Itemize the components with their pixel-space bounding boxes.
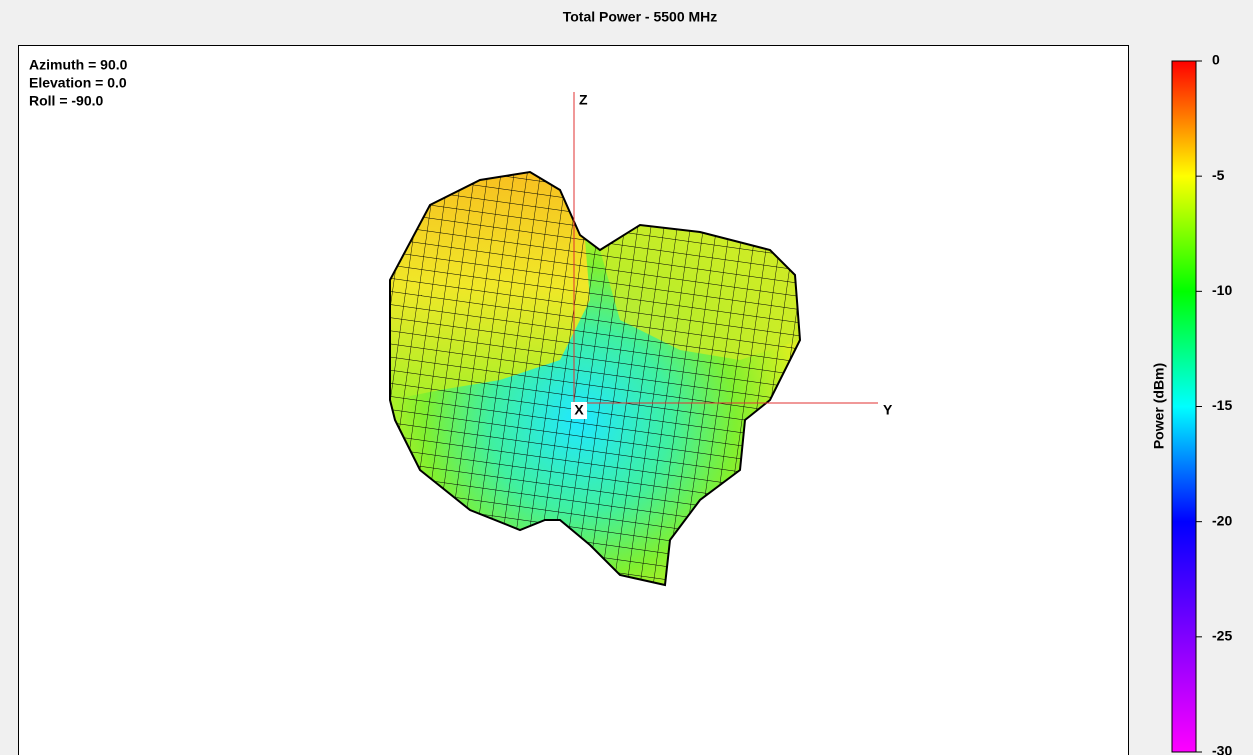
view-label: Elevation = 0.0 <box>29 75 127 91</box>
colorbar-tick-label: -15 <box>1212 397 1232 413</box>
x-axis-label: X <box>574 402 584 418</box>
colorbar-tick-label: -30 <box>1212 743 1232 755</box>
chart: Total Power - 5500 MHz Azimuth = 90.0 Ele… <box>0 0 1253 755</box>
y-axis-label: Y <box>883 402 893 418</box>
view-label: Roll = -90.0 <box>29 93 104 109</box>
z-axis-label: Z <box>579 92 588 108</box>
colorbar-tick-label: -10 <box>1212 282 1232 298</box>
colorbar <box>1172 61 1196 752</box>
colorbar-tick-label: -25 <box>1212 628 1232 644</box>
view-label: Azimuth = 90.0 <box>29 57 128 73</box>
chart-title: Total Power - 5500 MHz <box>563 9 718 25</box>
colorbar-tick-label: -5 <box>1212 167 1225 183</box>
colorbar-tick-label: 0 <box>1212 52 1220 68</box>
colorbar-label: Power (dBm) <box>1151 363 1167 449</box>
colorbar-tick-label: -20 <box>1212 512 1232 528</box>
page: {"chart_data": {"type": "surface3d", "ti… <box>0 0 1253 755</box>
